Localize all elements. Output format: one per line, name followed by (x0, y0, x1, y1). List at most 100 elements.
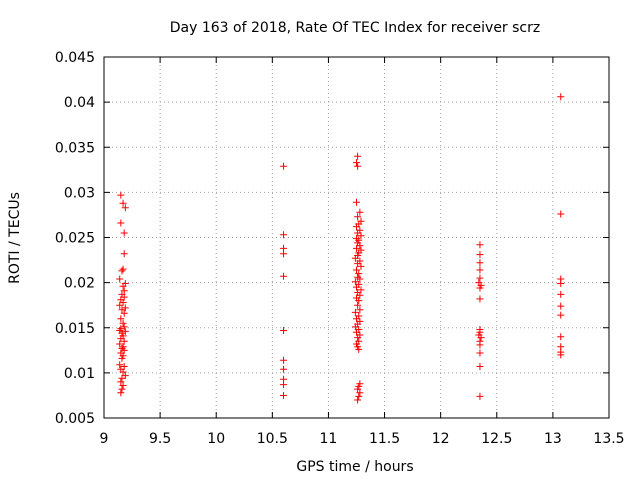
data-point-marker (118, 306, 126, 314)
y-axis-label: ROTI / TECUs (7, 192, 23, 284)
data-point-marker (355, 297, 363, 305)
y-tick-label: 0.01 (64, 366, 95, 382)
data-point-marker (120, 323, 128, 331)
data-point-marker (120, 309, 128, 317)
data-point-marker (476, 295, 484, 303)
y-tick-label: 0.035 (55, 140, 95, 156)
data-point-marker (557, 210, 565, 218)
data-point-marker (557, 290, 565, 298)
x-tick-label: 11 (320, 431, 338, 447)
data-point-marker (355, 345, 363, 353)
data-point-marker (476, 284, 484, 292)
data-point-marker (476, 274, 484, 282)
x-tick-label: 9 (100, 431, 109, 447)
x-tick-label: 11.5 (369, 431, 400, 447)
data-point-marker (120, 229, 128, 237)
data-point-marker (280, 162, 288, 170)
data-point-marker (476, 341, 484, 349)
y-tick-label: 0.015 (55, 321, 95, 337)
x-tick-label: 13.5 (593, 431, 624, 447)
x-tick-label: 9.5 (149, 431, 171, 447)
data-point-marker (353, 283, 360, 291)
data-point-marker (119, 265, 127, 273)
y-tick-label: 0.02 (64, 276, 95, 292)
data-point-marker (557, 311, 565, 319)
data-point-marker (351, 308, 359, 316)
data-point-marker (354, 396, 362, 404)
x-tick-label: 13 (544, 431, 562, 447)
data-point-marker (121, 327, 129, 335)
data-point-marker (353, 159, 360, 167)
data-point-marker (355, 392, 363, 400)
data-point-marker (354, 301, 362, 309)
data-point-marker (117, 389, 125, 397)
data-point-marker (351, 254, 359, 262)
data-point-marker (117, 219, 125, 227)
data-point-marker (116, 361, 124, 369)
data-point-marker (476, 251, 484, 259)
data-point-marker (280, 272, 288, 280)
x-tick-label: 10.5 (257, 431, 288, 447)
data-point-marker (557, 302, 565, 310)
data-point-marker (477, 334, 485, 342)
data-point-marker (119, 382, 127, 390)
data-point-marker (557, 333, 565, 341)
data-point-marker (119, 319, 127, 327)
data-point-marker (120, 337, 128, 345)
data-point-marker (357, 262, 365, 270)
data-point-marker (354, 334, 362, 342)
y-tick-label: 0.045 (55, 50, 95, 66)
data-point-marker (280, 326, 288, 334)
grid-lines (104, 57, 609, 418)
data-point-marker (119, 282, 127, 290)
data-point-marker (280, 391, 288, 399)
data-point-marker (119, 343, 127, 351)
x-tick-label: 12.5 (481, 431, 512, 447)
data-point-marker (357, 232, 365, 240)
data-points (116, 93, 565, 404)
y-tick-label: 0.025 (55, 231, 95, 247)
data-point-marker (121, 304, 129, 312)
data-point-marker (119, 199, 127, 207)
data-point-marker (557, 351, 565, 359)
x-tick-label: 12 (432, 431, 450, 447)
data-point-marker (356, 389, 364, 397)
axis-ticks: 9 9.5 10 10.5 11 11.5 12 12.5 13 13.5 0.005 0.01 0.0… (55, 50, 625, 447)
data-point-marker (353, 244, 360, 252)
data-point-marker (121, 204, 129, 212)
data-point-marker (354, 213, 362, 221)
data-point-marker (280, 365, 288, 373)
data-point-marker (557, 280, 565, 288)
data-point-marker (118, 267, 126, 275)
data-point-marker (353, 223, 360, 231)
data-point-marker (120, 287, 128, 295)
data-point-marker (476, 241, 484, 249)
data-point-marker (280, 356, 288, 364)
data-point-marker (476, 363, 484, 371)
x-axis-label: GPS time / hours (296, 459, 413, 475)
data-point-marker (476, 349, 484, 357)
data-point-marker (119, 368, 127, 376)
data-point-marker (354, 385, 362, 393)
data-point-marker (557, 93, 565, 101)
data-point-marker (117, 315, 125, 323)
data-point-marker (356, 208, 364, 216)
data-point-marker (118, 374, 126, 382)
data-point-marker (354, 152, 362, 160)
data-point-marker (354, 162, 362, 170)
data-point-marker (118, 354, 126, 362)
data-point-marker (356, 275, 364, 283)
data-point-marker (280, 250, 288, 258)
data-point-marker (355, 270, 363, 278)
data-point-marker (118, 385, 126, 393)
data-point-marker (280, 381, 288, 389)
x-tick-label: 10 (207, 431, 225, 447)
y-tick-label: 0.04 (64, 95, 95, 111)
y-tick-label: 0.03 (64, 185, 95, 201)
y-tick-label: 0.005 (55, 411, 95, 427)
data-point-marker (116, 275, 124, 283)
data-point-marker (356, 306, 364, 314)
data-point-marker (280, 231, 288, 239)
data-point-marker (353, 198, 360, 206)
